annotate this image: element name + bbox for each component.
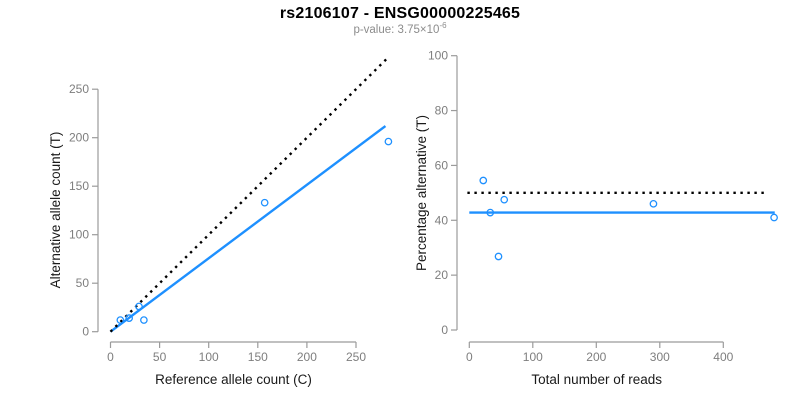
data-point xyxy=(649,199,658,208)
p-value-text: p-value: 3.75×10 xyxy=(353,24,440,36)
x-tick-label: 100 xyxy=(523,350,543,364)
data-point xyxy=(500,195,509,204)
x-tick-label: 300 xyxy=(650,350,670,364)
fit-line xyxy=(109,125,387,333)
x-tick-label: 200 xyxy=(586,350,606,364)
y-tick-label: 100 xyxy=(69,228,89,242)
y-tick-label: 40 xyxy=(435,213,449,227)
p-value-exponent: -6 xyxy=(439,21,447,31)
y-tick-label: 100 xyxy=(428,49,448,63)
x-tick-label: 50 xyxy=(153,350,167,364)
x-tick-label: 200 xyxy=(297,350,317,364)
data-point xyxy=(135,302,143,311)
x-axis-title: Reference allele count (C) xyxy=(155,372,312,387)
data-point xyxy=(486,208,495,217)
data-point xyxy=(140,316,148,324)
data-point xyxy=(260,198,269,207)
x-tick-label: 100 xyxy=(199,350,219,364)
identity-line xyxy=(109,56,390,333)
x-tick-label: 150 xyxy=(248,350,268,364)
x-tick-label: 0 xyxy=(107,350,114,364)
data-point xyxy=(116,316,125,324)
y-tick-label: 80 xyxy=(435,104,449,118)
chart-title: rs2106107 - ENSG00000225465 xyxy=(279,5,521,22)
y-tick-label: 20 xyxy=(435,268,449,282)
data-point xyxy=(494,252,503,261)
y-tick-label: 50 xyxy=(76,276,90,290)
data-point xyxy=(384,137,393,146)
y-axis-title: Percentage alternative (T) xyxy=(414,115,429,271)
data-point xyxy=(125,314,134,322)
y-tick-label: 60 xyxy=(435,158,449,172)
y-tick-label: 0 xyxy=(441,323,448,337)
x-tick-label: 400 xyxy=(713,350,733,364)
data-point xyxy=(770,213,778,222)
p-value-subtitle: p-value: 3.75×10-6 xyxy=(0,21,800,36)
y-tick-label: 250 xyxy=(69,82,89,96)
y-axis-title: Alternative allele count (T) xyxy=(48,132,63,289)
y-tick-label: 0 xyxy=(82,325,89,339)
x-axis-title: Total number of reads xyxy=(531,372,662,387)
y-tick-label: 150 xyxy=(69,179,89,193)
x-tick-label: 0 xyxy=(466,350,473,364)
x-tick-label: 250 xyxy=(346,350,366,364)
data-point xyxy=(479,176,488,185)
y-tick-label: 200 xyxy=(69,131,89,145)
